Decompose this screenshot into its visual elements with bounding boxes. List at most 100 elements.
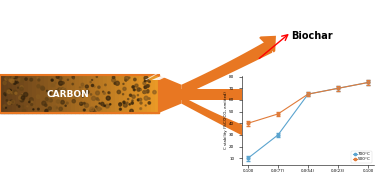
Circle shape [144,96,148,100]
Circle shape [84,109,85,111]
Circle shape [13,75,17,79]
Circle shape [6,76,9,80]
Bar [36,75,40,113]
Circle shape [122,94,124,95]
Circle shape [143,82,146,85]
Bar [40,75,44,113]
Circle shape [80,103,81,104]
Circle shape [84,102,85,104]
Bar [115,75,119,113]
Legend: 700°C, 500°C: 700°C, 500°C [351,151,372,162]
Circle shape [72,76,74,78]
Circle shape [56,100,60,103]
Bar [83,75,87,113]
Circle shape [103,92,105,94]
Circle shape [4,93,6,95]
Bar [147,75,151,113]
Circle shape [61,101,64,104]
Circle shape [37,77,38,78]
Circle shape [15,92,17,94]
Circle shape [67,79,68,80]
Circle shape [145,105,146,106]
Circle shape [11,91,14,93]
Bar [75,75,79,113]
Circle shape [123,87,126,90]
Bar [32,75,36,113]
Circle shape [55,82,56,83]
Circle shape [80,90,81,91]
Polygon shape [181,96,272,151]
Bar [151,75,155,113]
Circle shape [96,76,98,77]
Circle shape [20,98,24,102]
Circle shape [37,85,40,88]
Circle shape [96,91,99,95]
500°C [276,113,280,115]
Circle shape [140,89,141,90]
Bar [127,75,131,113]
Circle shape [95,106,97,108]
Circle shape [3,81,6,85]
700°C [276,134,280,136]
Circle shape [61,88,64,90]
Circle shape [10,92,13,94]
Circle shape [143,91,146,93]
Circle shape [127,102,128,103]
Bar [0,75,4,113]
Circle shape [58,88,61,91]
Text: Gases: Gases [291,146,321,156]
Bar [68,75,71,113]
Bar [139,75,143,113]
Circle shape [9,79,12,82]
Circle shape [56,90,58,92]
Circle shape [110,104,111,105]
Circle shape [108,92,110,94]
Circle shape [12,76,15,80]
Circle shape [48,107,51,110]
Circle shape [130,109,133,113]
Circle shape [46,90,48,91]
Circle shape [42,87,44,89]
Line: 500°C: 500°C [246,81,370,125]
Circle shape [49,99,53,102]
Circle shape [15,76,18,78]
Circle shape [56,107,57,108]
Circle shape [22,109,26,113]
Circle shape [26,100,28,102]
Circle shape [59,83,61,85]
Circle shape [20,86,23,89]
Circle shape [79,87,81,88]
Circle shape [37,108,39,110]
Circle shape [11,79,14,83]
Circle shape [137,95,138,96]
Circle shape [29,101,30,103]
Bar [95,75,99,113]
Circle shape [119,103,122,106]
500°C [366,81,370,84]
Circle shape [149,81,150,82]
Bar [4,75,8,113]
Bar [64,75,68,113]
Bar [87,75,91,113]
Circle shape [123,101,125,103]
Circle shape [114,82,116,84]
Circle shape [140,102,142,104]
Circle shape [34,105,35,107]
Circle shape [59,77,62,80]
Circle shape [62,88,65,92]
Circle shape [72,83,73,85]
Circle shape [30,78,33,81]
Bar [16,75,20,113]
Bar [24,75,28,113]
Circle shape [8,88,9,90]
Circle shape [98,99,99,101]
Circle shape [59,88,62,91]
Bar [44,75,48,113]
Circle shape [7,90,11,93]
Circle shape [47,91,48,92]
Circle shape [46,99,50,102]
500°C [306,93,310,95]
Bar [155,75,159,113]
Circle shape [105,84,106,86]
Circle shape [72,99,75,103]
